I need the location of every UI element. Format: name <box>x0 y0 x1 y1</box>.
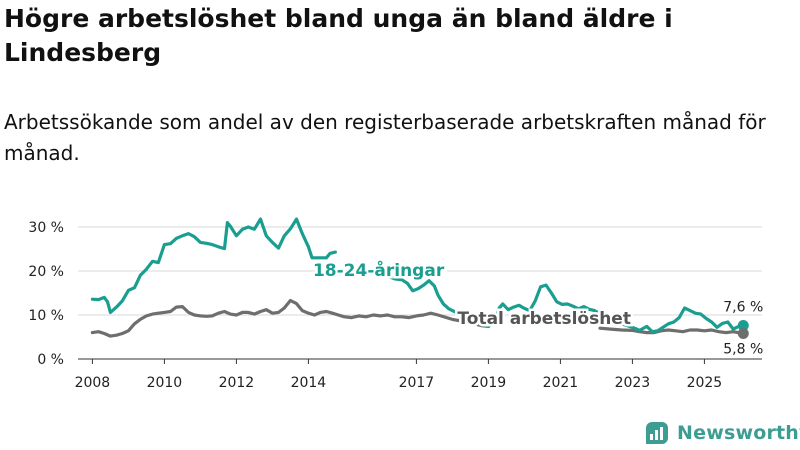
brand-name: Newsworthy <box>677 422 800 444</box>
x-tick-label: 2008 <box>75 375 111 391</box>
x-tick-label: 2023 <box>615 375 651 391</box>
x-tick-label: 2017 <box>399 375 435 391</box>
x-tick-label: 2014 <box>291 375 327 391</box>
end-point-total <box>737 327 749 339</box>
end-point-youth <box>737 320 749 332</box>
y-tick-label: 20 % <box>28 264 64 280</box>
newsworthy-logo-icon <box>646 422 668 444</box>
end-label-total: 5,8 % <box>723 341 763 357</box>
series-line-total <box>90 298 745 338</box>
y-tick-label: 30 % <box>28 220 64 236</box>
end-label-youth: 7,6 % <box>723 300 763 316</box>
x-tick-label: 2021 <box>543 375 579 391</box>
newsworthy-logo[interactable]: Newsworthy <box>644 420 800 446</box>
x-tick-label: 2012 <box>219 375 255 391</box>
x-tick-label: 2025 <box>687 375 723 391</box>
x-tick-label: 2010 <box>147 375 183 391</box>
y-tick-label: 0 % <box>37 352 64 368</box>
series-line-youth <box>90 217 745 334</box>
x-tick-label: 2019 <box>471 375 507 391</box>
chart-subtitle: Arbetssökande som andel av den registerb… <box>4 110 766 165</box>
y-tick-label: 10 % <box>28 308 64 324</box>
chart-title: Högre arbetslöshet bland unga än bland ä… <box>4 4 673 67</box>
series-label-total: Total arbetslöshet <box>457 309 631 329</box>
series-label-youth: 18-24-åringar <box>313 259 445 281</box>
